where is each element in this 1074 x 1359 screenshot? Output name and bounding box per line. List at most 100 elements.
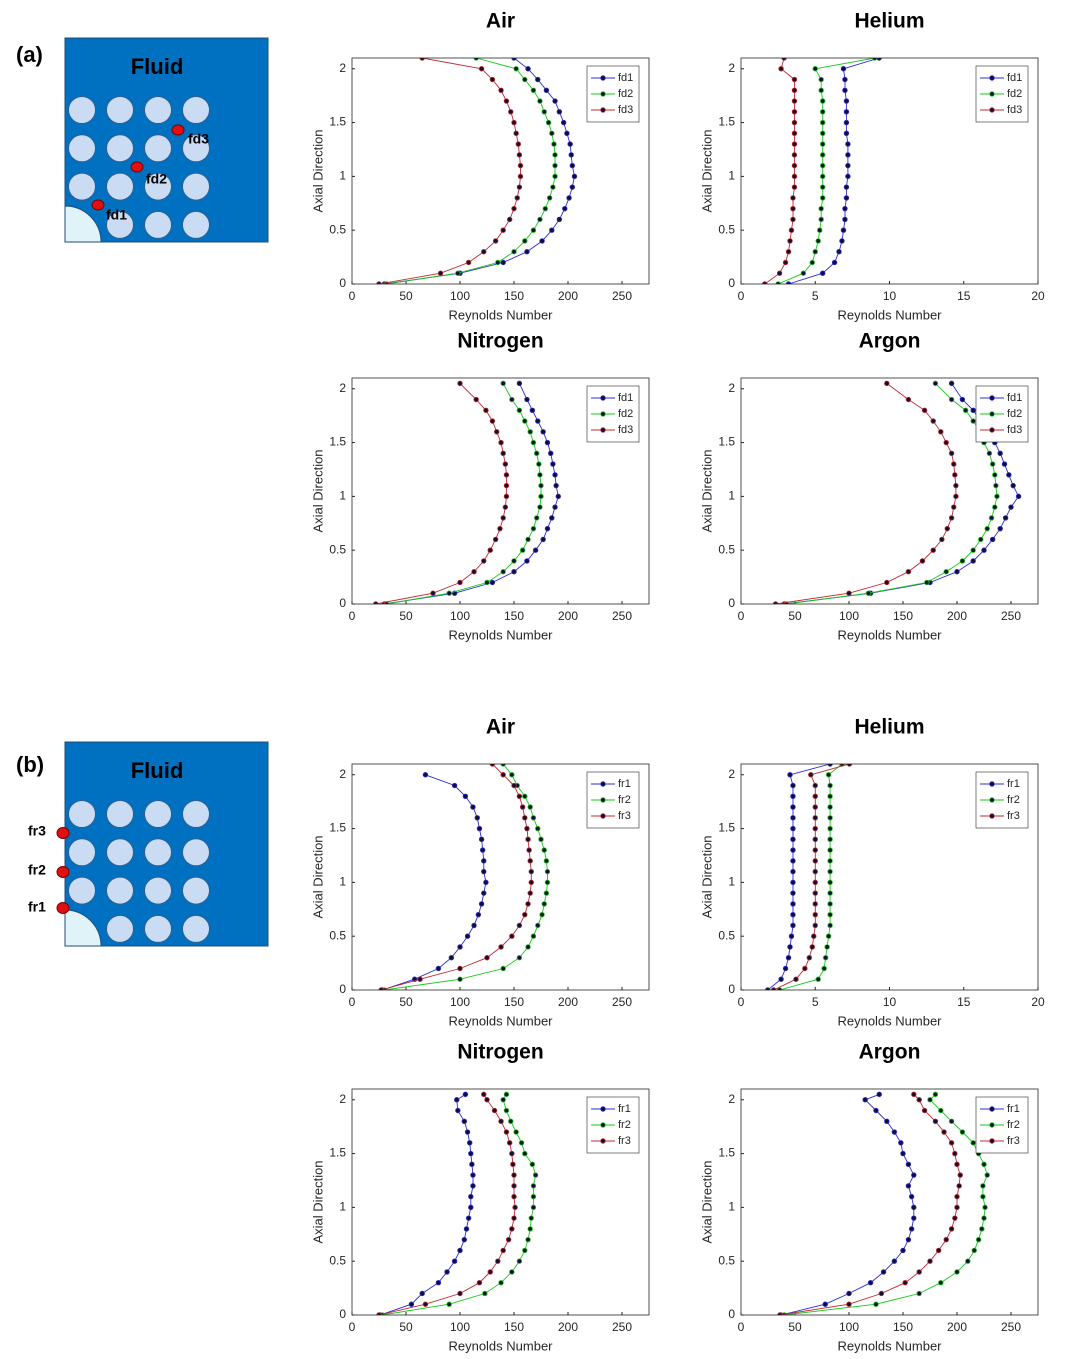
legend: fr1 fr2 fr3 <box>586 771 640 829</box>
data-point <box>819 162 826 169</box>
legend-marker <box>600 1138 606 1144</box>
data-point <box>551 141 557 147</box>
chart-title: Argon <box>859 1041 921 1064</box>
diagram-title: Fluid <box>131 54 184 79</box>
data-point <box>839 238 845 244</box>
data-point <box>938 1280 944 1286</box>
data-point <box>827 782 833 789</box>
data-point <box>537 98 543 104</box>
x-tick-label: 50 <box>788 1320 802 1334</box>
data-point <box>509 396 515 403</box>
data-point <box>819 98 826 104</box>
diagram <box>64 741 269 947</box>
data-point <box>948 380 955 387</box>
data-point <box>812 793 818 799</box>
rod <box>106 210 134 239</box>
data-point <box>528 879 534 886</box>
chart-title: Nitrogen <box>457 1041 543 1064</box>
y-tick-label: 0 <box>339 276 346 290</box>
data-point <box>954 1161 960 1168</box>
data-point <box>455 270 461 276</box>
data-point <box>505 1236 512 1243</box>
data-point <box>845 141 851 147</box>
data-point <box>943 1236 949 1243</box>
data-point <box>451 782 458 789</box>
data-point <box>1010 482 1016 489</box>
data-point <box>790 804 796 810</box>
data-point <box>905 569 912 575</box>
legend-marker <box>600 395 606 401</box>
x-tick-label: 15 <box>957 289 971 303</box>
data-point <box>497 525 503 532</box>
legend-marker <box>989 91 995 97</box>
data-point <box>543 890 550 896</box>
legend-label: fd1 <box>618 72 633 84</box>
x-tick-label: 100 <box>450 289 470 303</box>
series-line <box>780 1093 915 1315</box>
data-point <box>827 890 833 896</box>
y-tick-label: 1.5 <box>718 435 735 449</box>
data-point <box>809 259 815 266</box>
x-tick-label: 0 <box>738 995 745 1009</box>
y-tick-label: 0.5 <box>329 222 346 236</box>
rod <box>182 210 210 239</box>
rod <box>68 800 96 828</box>
x-tick-label: 20 <box>1031 995 1045 1009</box>
data-point <box>919 558 926 564</box>
data-point <box>843 98 850 104</box>
data-point <box>481 858 487 864</box>
data-point <box>818 216 824 223</box>
legend-label: fd3 <box>618 104 633 116</box>
data-point <box>535 76 541 83</box>
data-point <box>790 847 796 853</box>
data-point <box>831 259 838 266</box>
data-point <box>818 76 824 83</box>
data-point <box>500 380 506 387</box>
data-point <box>457 976 463 982</box>
data-point <box>984 525 990 532</box>
data-point <box>827 922 833 929</box>
data-point <box>776 987 783 990</box>
legend-label: fr3 <box>1007 810 1020 822</box>
legend-label: fd3 <box>1007 104 1022 116</box>
data-point <box>812 825 818 832</box>
legend-label: fr2 <box>1007 1119 1020 1131</box>
data-point <box>516 152 523 158</box>
data-point <box>981 1161 987 1168</box>
y-tick-label: 0 <box>728 1307 735 1321</box>
data-point <box>843 119 850 126</box>
data-point <box>790 195 796 201</box>
x-tick-label: 200 <box>947 1320 967 1334</box>
data-point <box>819 152 826 158</box>
data-point <box>911 1204 917 1211</box>
data-point <box>525 66 531 72</box>
series-line <box>382 1094 537 1315</box>
data-point <box>522 238 528 244</box>
data-point <box>819 270 826 276</box>
data-point <box>812 66 818 72</box>
data-point <box>827 901 833 907</box>
data-point <box>483 407 489 413</box>
data-point <box>927 1097 933 1103</box>
data-point <box>513 130 519 137</box>
data-point <box>902 1280 908 1286</box>
chart-title: Air <box>486 716 515 739</box>
legend-label: fr1 <box>1007 1103 1020 1115</box>
axes-box <box>740 763 1039 991</box>
data-point <box>530 87 537 93</box>
legend-label: fd2 <box>1007 408 1022 420</box>
data-point <box>533 450 540 457</box>
data-point <box>827 868 833 875</box>
data-point <box>819 184 826 190</box>
data-point <box>465 259 472 266</box>
data-point <box>842 216 848 223</box>
data-point <box>980 1183 986 1189</box>
data-point <box>569 184 576 190</box>
legend-marker <box>600 75 606 81</box>
data-point <box>827 825 833 832</box>
data-point <box>500 1247 506 1254</box>
x-tick-label: 150 <box>504 1320 524 1334</box>
data-point <box>532 1172 539 1178</box>
data-point <box>924 579 930 586</box>
rod <box>144 96 172 124</box>
